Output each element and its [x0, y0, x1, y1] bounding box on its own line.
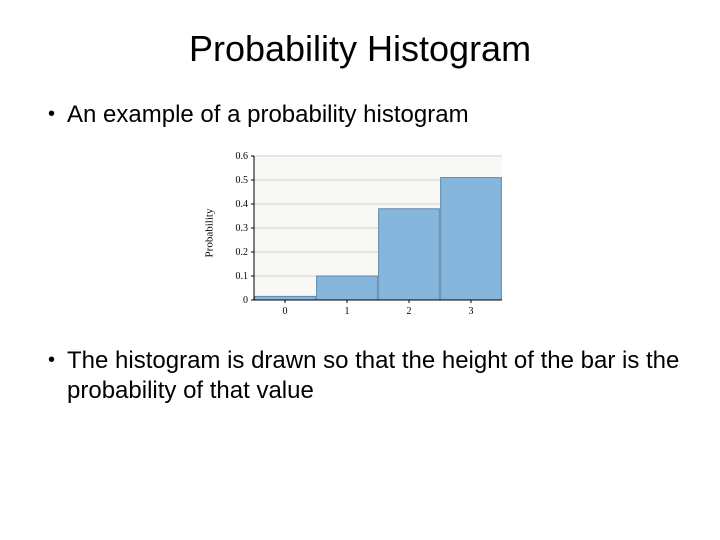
- chart-column: 0 0.1 0.2 0.3 0.4 0.5 0.6 0 1 2 3: [218, 148, 508, 318]
- bullet-1: • An example of a probability histogram: [48, 100, 680, 130]
- slide: Probability Histogram • An example of a …: [0, 0, 720, 540]
- svg-text:2: 2: [407, 306, 412, 317]
- svg-text:0: 0: [283, 306, 288, 317]
- svg-text:0: 0: [243, 295, 248, 306]
- page-title: Probability Histogram: [40, 28, 680, 70]
- chart-container: Probability 0 0.1 0.2 0.3 0.4 0.5 0.6 0 1 2 3: [200, 148, 520, 318]
- histogram-chart: 0 0.1 0.2 0.3 0.4 0.5 0.6 0 1 2 3: [218, 148, 508, 318]
- svg-text:0.3: 0.3: [236, 223, 249, 234]
- bullet-dot: •: [48, 100, 55, 128]
- bullet-dot: •: [48, 346, 55, 374]
- svg-text:1: 1: [345, 306, 350, 317]
- svg-text:0.6: 0.6: [236, 151, 249, 162]
- svg-text:0.1: 0.1: [236, 271, 249, 282]
- bullet-1-text: An example of a probability histogram: [67, 100, 680, 130]
- bullet-2-text: The histogram is drawn so that the heigh…: [67, 346, 680, 406]
- svg-text:3: 3: [469, 306, 474, 317]
- svg-text:0.2: 0.2: [236, 247, 249, 258]
- bullet-2: • The histogram is drawn so that the hei…: [48, 346, 680, 406]
- y-axis-label: Probability: [203, 209, 215, 258]
- svg-text:0.4: 0.4: [236, 199, 249, 210]
- y-axis-label-wrap: Probability: [200, 227, 218, 239]
- svg-text:0.5: 0.5: [236, 175, 249, 186]
